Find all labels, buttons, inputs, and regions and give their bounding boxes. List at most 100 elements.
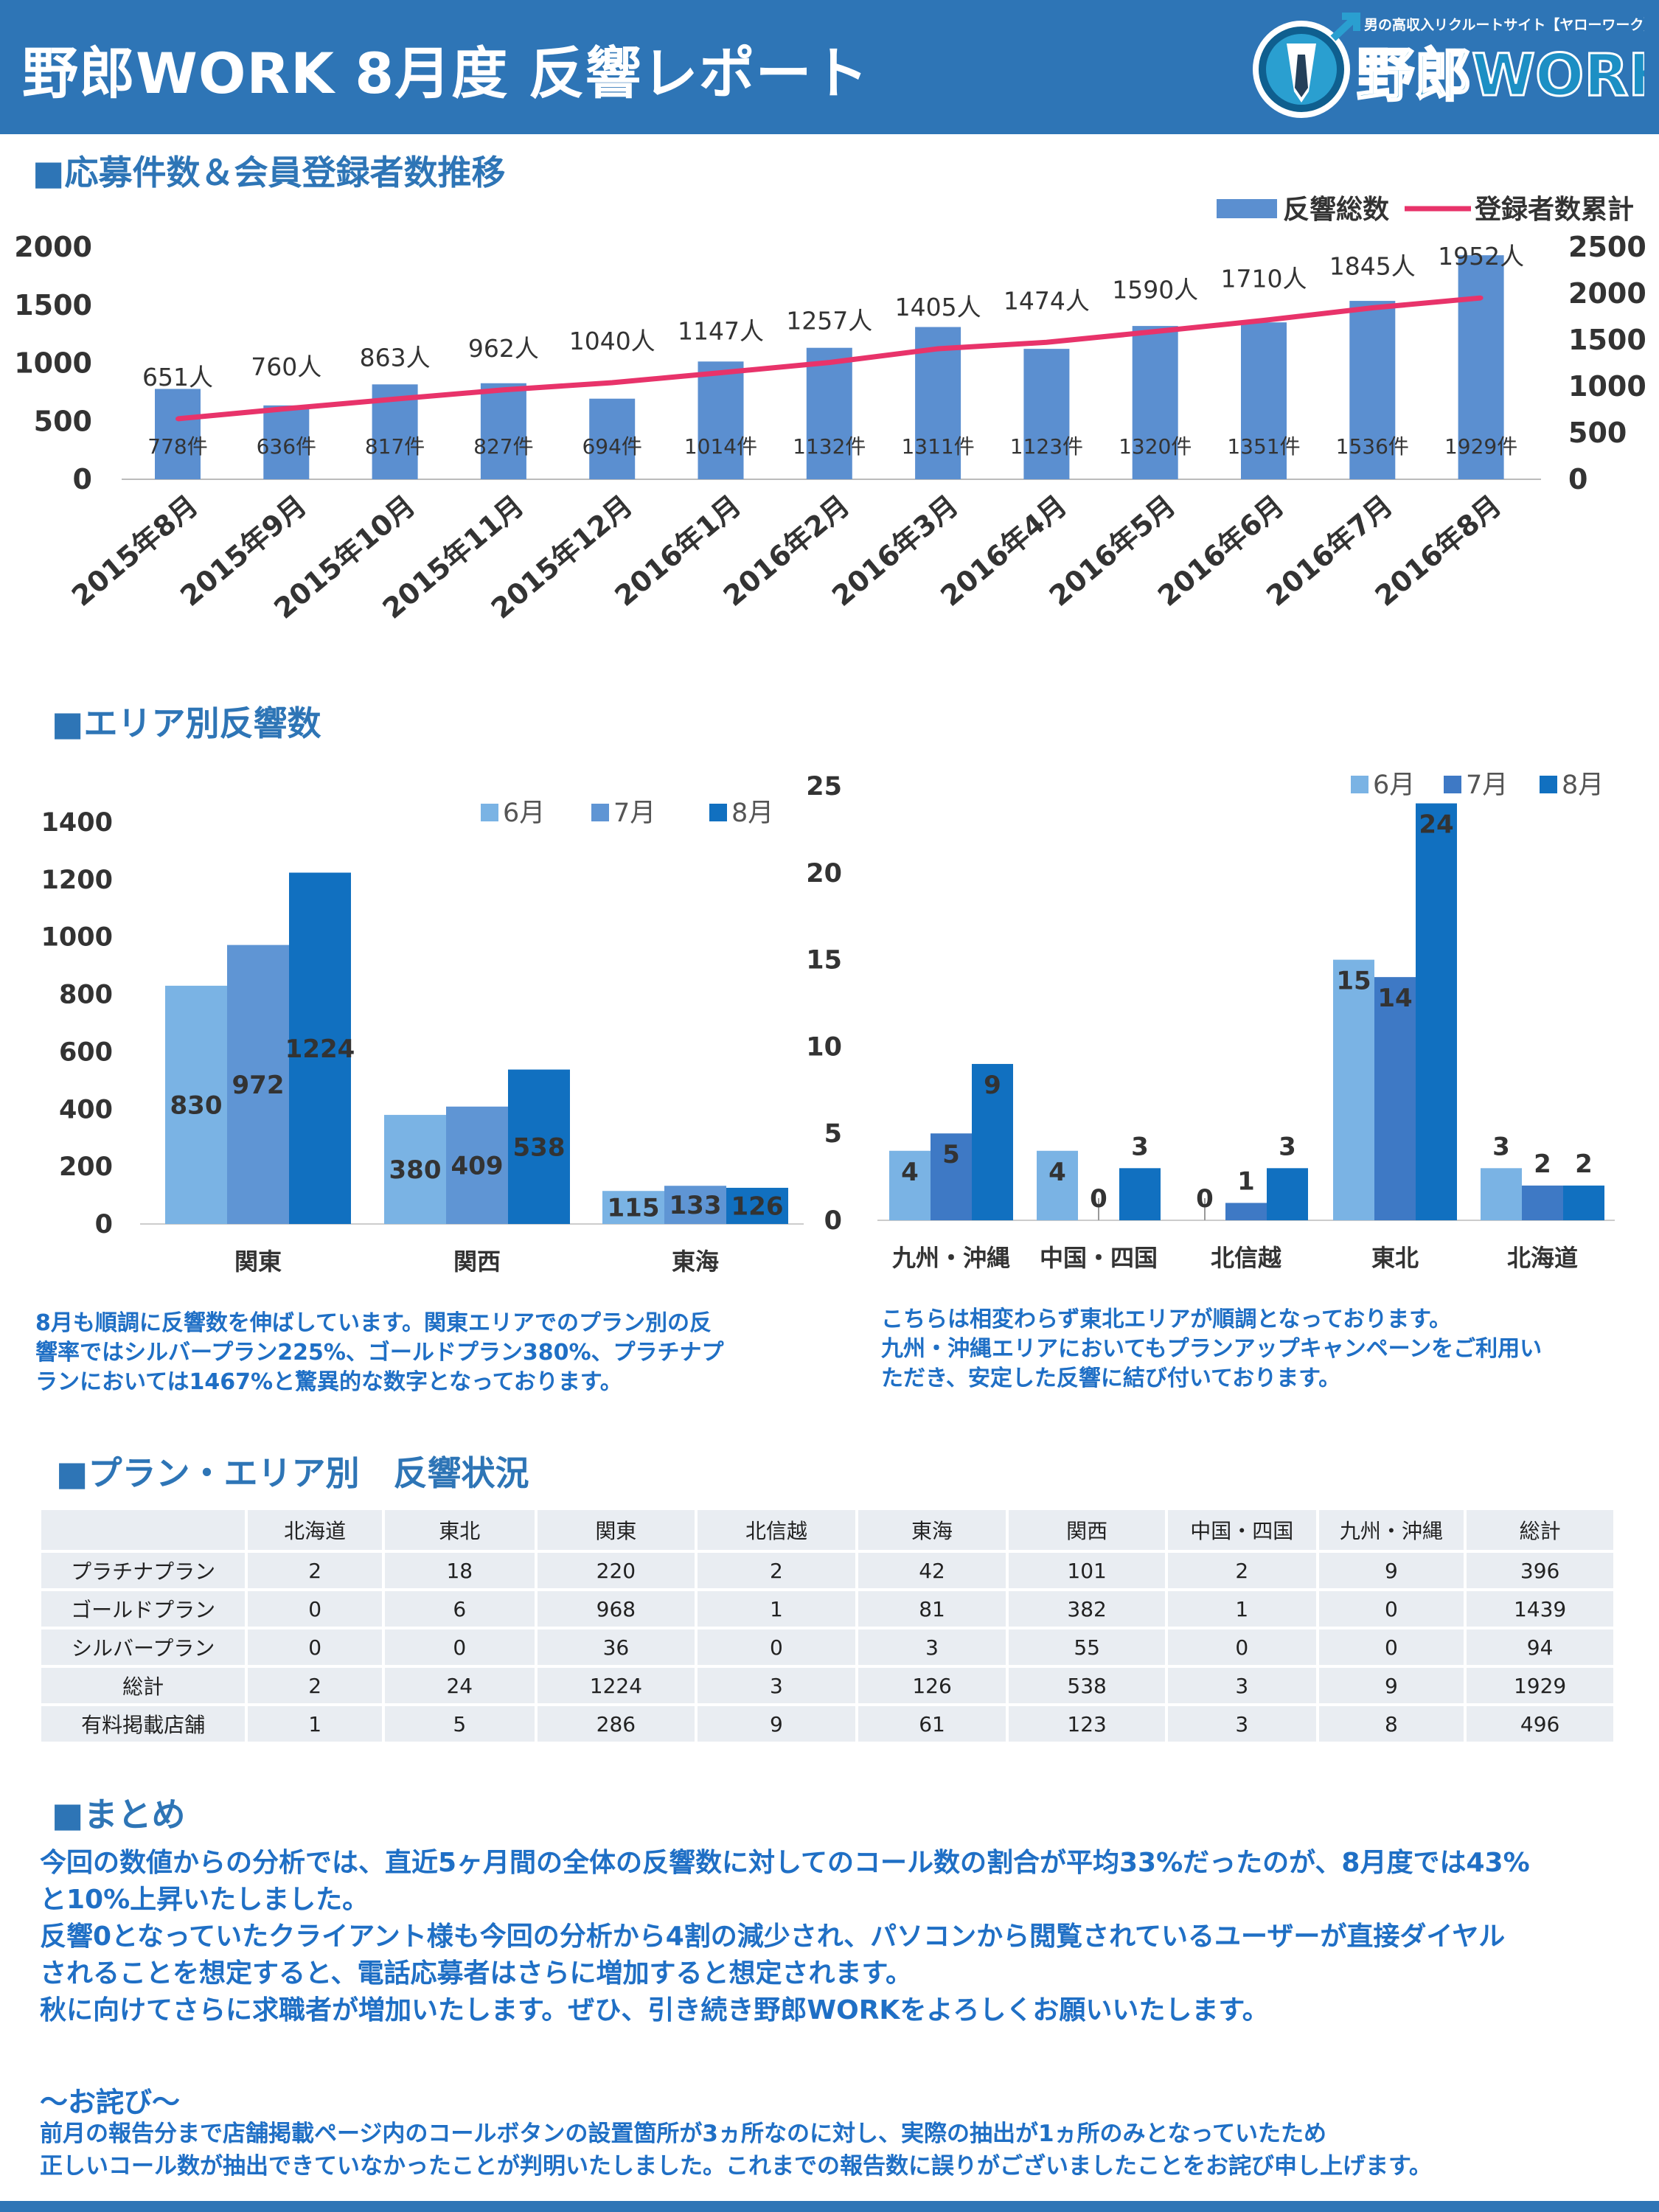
y-axis-tick: 0 (95, 1210, 113, 1239)
data-label: 5 (942, 1140, 960, 1169)
bar-8月 (1563, 1185, 1604, 1220)
bar-responses (480, 383, 526, 479)
y-axis-tick: 15 (806, 946, 842, 975)
column-header: 関西 (1006, 1507, 1168, 1553)
data-label: 126 (731, 1192, 784, 1221)
bar-responses (1241, 322, 1287, 479)
table-cell: 2 (245, 1550, 385, 1591)
yarowork-logo: 男の高収入リクルートサイト【ヤローワーク】 野郎WORK (1253, 13, 1644, 118)
bar-label: 1123件 (1010, 434, 1083, 459)
category-label: 中国・四国 (1040, 1244, 1158, 1272)
apology-title: ～お詫び～ (40, 2086, 181, 2118)
plan-area-table: 北海道 東北 関東 北信越 東海 関西 中国・四国 九州・沖縄 総計 プラチナプラン 2 18 220 2… (38, 1507, 1616, 1745)
line-point (392, 397, 397, 402)
bar-8月 (1119, 1168, 1161, 1220)
table-row: プラチナプラン 2 18 220 2 42 101 2 9 396 (38, 1550, 1616, 1591)
legend-label: 反響総数 (1283, 194, 1389, 225)
category-label: 九州・沖縄 (892, 1244, 1010, 1272)
data-label: 830 (170, 1091, 223, 1120)
table-cell: 9 (1315, 1665, 1467, 1706)
right-axis-tick: 0 (1568, 463, 1587, 495)
table-cell: 286 (534, 1703, 698, 1745)
comment-line: 響率ではシルバープラン225%、ゴールドプラン380%、プラチナプ (35, 1340, 724, 1366)
page-title: 野郎WORK 8月度 反響レポート (22, 41, 869, 106)
table-cell: 1 (1164, 1588, 1319, 1630)
legend-label: 8月 (731, 799, 773, 828)
table-cell: 9 (695, 1703, 858, 1745)
bar-6月 (165, 985, 227, 1224)
header-row: 北海道 東北 関東 北信越 東海 関西 中国・四国 九州・沖縄 総計 (38, 1507, 1616, 1553)
line-label: 1710人 (1221, 265, 1307, 293)
summary-line: と10%上昇いたしました。 (40, 1885, 369, 1915)
right-axis-tick: 2500 (1568, 231, 1646, 263)
table-cell: 382 (1006, 1588, 1168, 1630)
line-point (610, 380, 615, 385)
bar-responses (698, 361, 744, 479)
row-header: 有料掲載店舗 (38, 1703, 248, 1745)
legend-swatch (1351, 776, 1368, 793)
line-label: 1257人 (786, 307, 872, 335)
line-point (718, 370, 723, 375)
comment-line: ただき、安定した反響に結び付いております。 (881, 1366, 1341, 1391)
column-header: 東北 (381, 1507, 538, 1553)
table-cell: 396 (1464, 1550, 1616, 1591)
section-title-summary: ■まとめ (52, 1795, 186, 1834)
summary-text: 今回の数値からの分析では、直近5ヶ月間の全体の反響数に対してのコール数の割合が平… (40, 1845, 1530, 2029)
y-axis-tick: 400 (59, 1095, 113, 1124)
table-cell: 0 (245, 1627, 385, 1668)
right-axis-tick: 500 (1568, 417, 1627, 449)
table-cell: 126 (855, 1665, 1009, 1706)
line-point (1262, 318, 1266, 323)
y-axis-tick: 20 (806, 859, 842, 888)
data-label: 0 (1196, 1184, 1214, 1214)
table-cell: 9 (1315, 1550, 1467, 1591)
legend-swatch (1444, 776, 1461, 793)
footer-bar (0, 2201, 1659, 2212)
svg-text:野郎WORK: 野郎WORK (1357, 43, 1644, 109)
bar-8月 (972, 1063, 1013, 1220)
line-label: 1845人 (1329, 252, 1416, 281)
bar-7月 (1522, 1185, 1563, 1220)
line-label: 651人 (142, 363, 213, 392)
data-label: 133 (669, 1191, 722, 1220)
line-label: 1590人 (1112, 276, 1198, 305)
data-label: 1 (1237, 1166, 1255, 1196)
legend-swatch-responses (1217, 199, 1277, 218)
comment-left: 8月も順調に反響数を伸ばしています。関東エリアでのプラン別の反 響率ではシルバー… (35, 1309, 724, 1397)
line-label: 863人 (360, 343, 431, 372)
bar-6月 (1037, 1150, 1078, 1220)
data-label: 14 (1377, 984, 1412, 1013)
charts-canvas: 050010001500200005001000150020002500778件… (14, 194, 1646, 1276)
column-header: 総計 (1464, 1507, 1616, 1553)
table-cell: 3 (855, 1627, 1009, 1668)
table-cell: 1929 (1464, 1665, 1616, 1706)
table-cell: 0 (1315, 1627, 1467, 1668)
bar-7月 (1374, 977, 1416, 1220)
table-cell: 2 (1164, 1550, 1319, 1591)
data-label: 409 (451, 1151, 504, 1180)
bar-8月 (1416, 803, 1457, 1220)
line-point (936, 346, 941, 351)
bar-label: 778件 (147, 434, 207, 459)
legend-label: 登録者数累計 (1474, 195, 1634, 225)
bar-responses (806, 347, 852, 479)
legend-label: 6月 (1373, 771, 1415, 800)
table-cell: 94 (1464, 1627, 1616, 1668)
bar-label: 694件 (582, 434, 641, 459)
line-point (1370, 305, 1375, 310)
right-axis-tick: 1500 (1568, 324, 1646, 356)
category-label: 東北 (1371, 1244, 1419, 1272)
legend-label: 6月 (503, 799, 545, 828)
table-cell: 538 (1006, 1665, 1168, 1706)
comment-line: ランにおいては1467%と驚異的な数字となっております。 (35, 1369, 622, 1395)
bar-8月 (508, 1069, 570, 1224)
table-row: ゴールドプラン 0 6 968 1 81 382 1 0 1439 (38, 1588, 1616, 1630)
data-label: 4 (1048, 1158, 1066, 1187)
bar-7月 (1225, 1203, 1267, 1220)
right-axis-tick: 1000 (1568, 370, 1646, 403)
table-cell: 6 (381, 1588, 538, 1630)
bar-7月 (446, 1106, 508, 1224)
line-label: 1040人 (569, 327, 655, 355)
column-header: 東海 (855, 1507, 1009, 1553)
left-axis-tick: 500 (34, 405, 92, 437)
